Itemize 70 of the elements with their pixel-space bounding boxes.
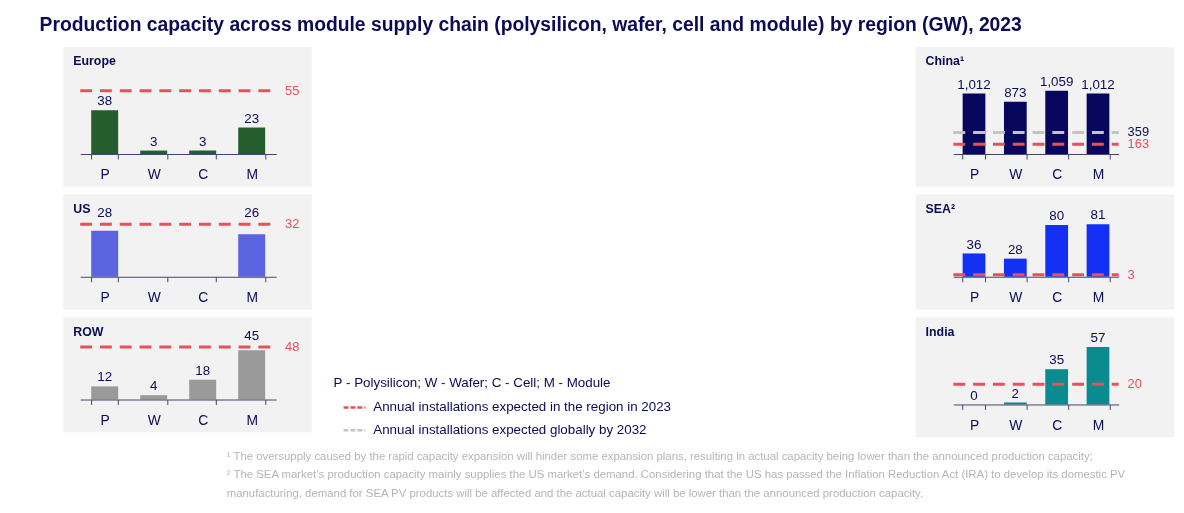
text: Annual installations expected in the region in 2023: [373, 399, 672, 415]
data-label: 26: [244, 204, 260, 220]
bar: [91, 386, 119, 400]
data-label: 28: [1007, 241, 1023, 257]
x-tick-label: C: [198, 166, 209, 183]
text: P - Polysilicon; W - Wafer; C - Cell; M - Module: [333, 374, 611, 390]
chart-title: Europe: [73, 54, 116, 69]
ref-line-label: 48: [285, 339, 300, 355]
data-label: 28: [97, 204, 113, 220]
data-label: 1,012: [1081, 76, 1115, 92]
x-tick-label: C: [1052, 289, 1063, 306]
chart-title: ROW: [73, 324, 104, 339]
data-label: 12: [97, 369, 113, 385]
x-tick-label: M: [246, 289, 258, 306]
chart-title: China¹: [925, 54, 965, 69]
ref-line-label: 32: [285, 216, 300, 232]
x-tick-label: C: [1052, 416, 1063, 433]
x-tick-label: P: [969, 416, 980, 433]
x-tick-label: M: [1092, 289, 1105, 306]
x-tick-label: W: [147, 166, 162, 183]
x-tick-label: W: [1009, 289, 1024, 306]
data-label: 38: [97, 93, 113, 109]
data-label: 873: [1004, 84, 1027, 100]
chart-title: India: [925, 324, 955, 339]
data-label: 57: [1090, 330, 1106, 346]
bar: [1045, 224, 1069, 277]
x-tick-label: W: [1009, 416, 1024, 433]
x-tick-label: P: [100, 289, 110, 306]
x-tick-label: M: [1092, 166, 1105, 183]
text: ² The SEA market’s production capacity mainly supplies the US market’s demand. Considering that the US has passed the Inflation Reduction Act (IRA) to develop its domestic PV manufacturing, demand for SEA PV products will be affected and the actual capacity will be lower than the announced production capacity.: [226, 468, 1126, 499]
bar: [1003, 258, 1027, 277]
x-tick-label: W: [1009, 166, 1024, 183]
data-label: 23: [244, 110, 260, 126]
x-tick-label: W: [147, 411, 162, 428]
text: Annual installations expected globally by 2032: [373, 422, 647, 438]
chart-title: SEA²: [925, 201, 956, 216]
x-tick-label: C: [198, 411, 209, 428]
data-label: 18: [195, 362, 211, 378]
x-tick-label: W: [147, 289, 162, 306]
bar: [238, 350, 266, 400]
data-label: 4: [149, 378, 158, 394]
text: Production capacity across module supply chain (polysilicon, wafer, cell and module) by region (GW), 2023: [39, 13, 1023, 35]
data-label: 45: [244, 327, 260, 343]
x-tick-label: P: [100, 411, 110, 428]
data-label: 0: [970, 387, 978, 403]
x-tick-label: C: [1052, 166, 1063, 183]
x-tick-label: P: [969, 166, 980, 183]
bar: [962, 253, 986, 277]
x-tick-label: M: [1092, 416, 1105, 433]
data-label: 80: [1049, 208, 1065, 223]
x-tick-label: C: [198, 289, 209, 306]
x-tick-label: M: [246, 411, 258, 428]
data-label: 2: [1011, 385, 1020, 401]
data-label: 81: [1090, 207, 1106, 223]
bar: [1086, 224, 1110, 277]
data-label: 1,059: [1039, 73, 1074, 89]
ref-line-label: 55: [285, 82, 300, 98]
data-label: 3: [149, 133, 158, 149]
x-tick-label: M: [246, 166, 258, 183]
bar: [189, 379, 217, 400]
data-label: 1,012: [957, 76, 991, 92]
x-tick-label: P: [969, 289, 980, 306]
chart-title: US: [73, 201, 91, 216]
data-label: 35: [1049, 352, 1065, 368]
ref-line-label: 20: [1127, 376, 1142, 392]
bar: [140, 395, 168, 400]
x-tick-label: P: [100, 166, 110, 183]
ref-line-label: 3: [1127, 266, 1135, 282]
data-label: 3: [198, 133, 207, 149]
data-label: 36: [966, 236, 982, 252]
